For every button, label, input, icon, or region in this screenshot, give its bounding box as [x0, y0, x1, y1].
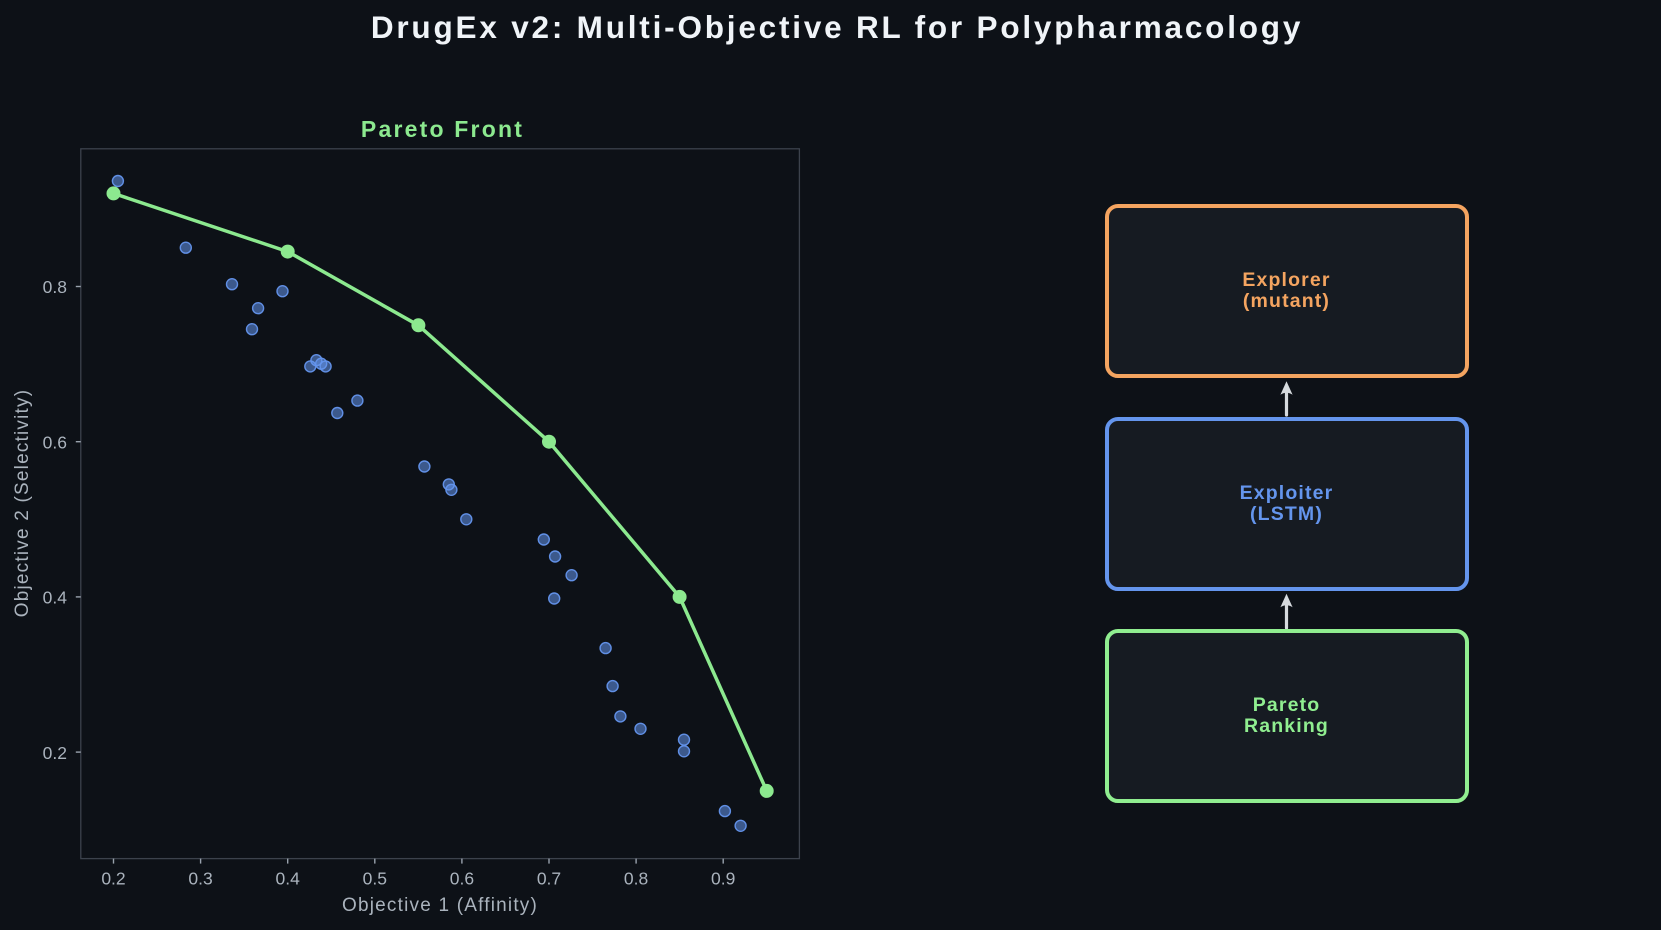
svg-text:0.2: 0.2	[101, 869, 125, 889]
svg-text:0.8: 0.8	[624, 869, 648, 889]
svg-text:Objective 1 (Affinity): Objective 1 (Affinity)	[342, 895, 538, 916]
svg-text:0.4: 0.4	[276, 869, 301, 889]
svg-text:Pareto Front: Pareto Front	[361, 116, 524, 142]
svg-text:0.4: 0.4	[43, 588, 68, 608]
svg-text:0.6: 0.6	[43, 432, 67, 452]
svg-text:0.7: 0.7	[537, 869, 561, 889]
svg-text:0.3: 0.3	[188, 869, 212, 889]
svg-text:0.8: 0.8	[43, 277, 67, 297]
svg-text:Objective 2 (Selectivity): Objective 2 (Selectivity)	[12, 389, 33, 618]
svg-text:0.2: 0.2	[43, 743, 67, 763]
svg-text:0.9: 0.9	[711, 869, 735, 889]
svg-text:0.6: 0.6	[450, 869, 474, 889]
svg-text:0.5: 0.5	[363, 869, 387, 889]
